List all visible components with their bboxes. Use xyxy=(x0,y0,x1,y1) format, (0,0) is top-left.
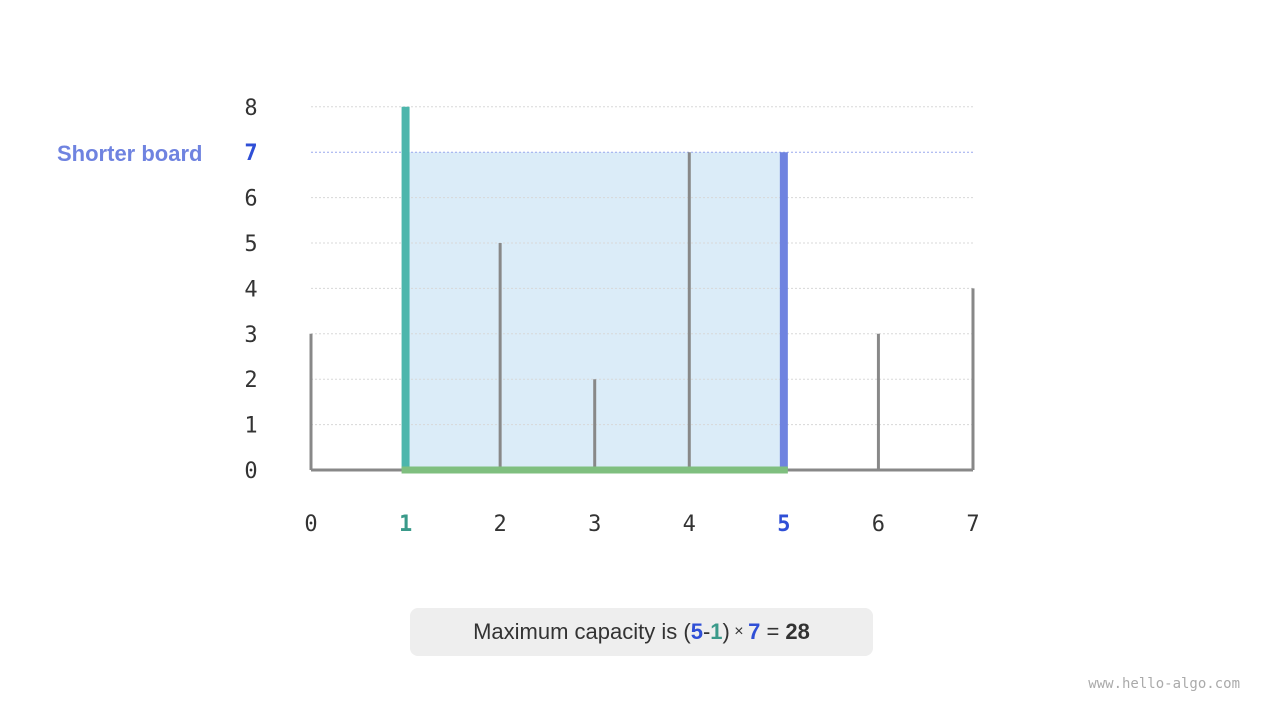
formula-close: ) xyxy=(722,619,730,644)
x-tick-label: 5 xyxy=(777,512,790,537)
y-tick-label: 8 xyxy=(244,96,257,121)
y-tick-label: 0 xyxy=(244,459,257,484)
formula-open: ( xyxy=(683,619,691,644)
y-tick-label: 3 xyxy=(244,323,257,348)
x-tick-label: 1 xyxy=(399,512,412,537)
y-tick-label: 5 xyxy=(244,232,257,257)
shorter-board-label: Shorter board xyxy=(57,141,203,166)
y-tick-label: 6 xyxy=(244,187,257,212)
formula-right: 5 xyxy=(690,619,703,644)
formula-prefix: Maximum capacity is xyxy=(473,619,684,644)
x-tick-label: 2 xyxy=(494,512,507,537)
y-tick-label: 2 xyxy=(244,368,257,393)
x-tick-label: 6 xyxy=(872,512,885,537)
formula-box: Maximum capacity is ( 5 - 1 ) × 7 = 28 xyxy=(410,608,873,656)
formula-equals: = xyxy=(760,619,786,644)
formula-times: × xyxy=(729,623,749,640)
formula-result: 28 xyxy=(785,619,810,644)
x-tick-label: 7 xyxy=(966,512,979,537)
x-tick-label: 3 xyxy=(588,512,601,537)
y-tick-label: 4 xyxy=(244,277,257,302)
formula-minus: - xyxy=(702,619,711,644)
x-tick-label: 4 xyxy=(683,512,696,537)
formula-left: 1 xyxy=(710,619,723,644)
y-tick-label: 7 xyxy=(244,141,257,166)
watermark: www.hello-algo.com xyxy=(1088,676,1240,692)
x-tick-label: 0 xyxy=(304,512,317,537)
formula-height: 7 xyxy=(748,619,761,644)
y-tick-label: 1 xyxy=(244,414,257,439)
